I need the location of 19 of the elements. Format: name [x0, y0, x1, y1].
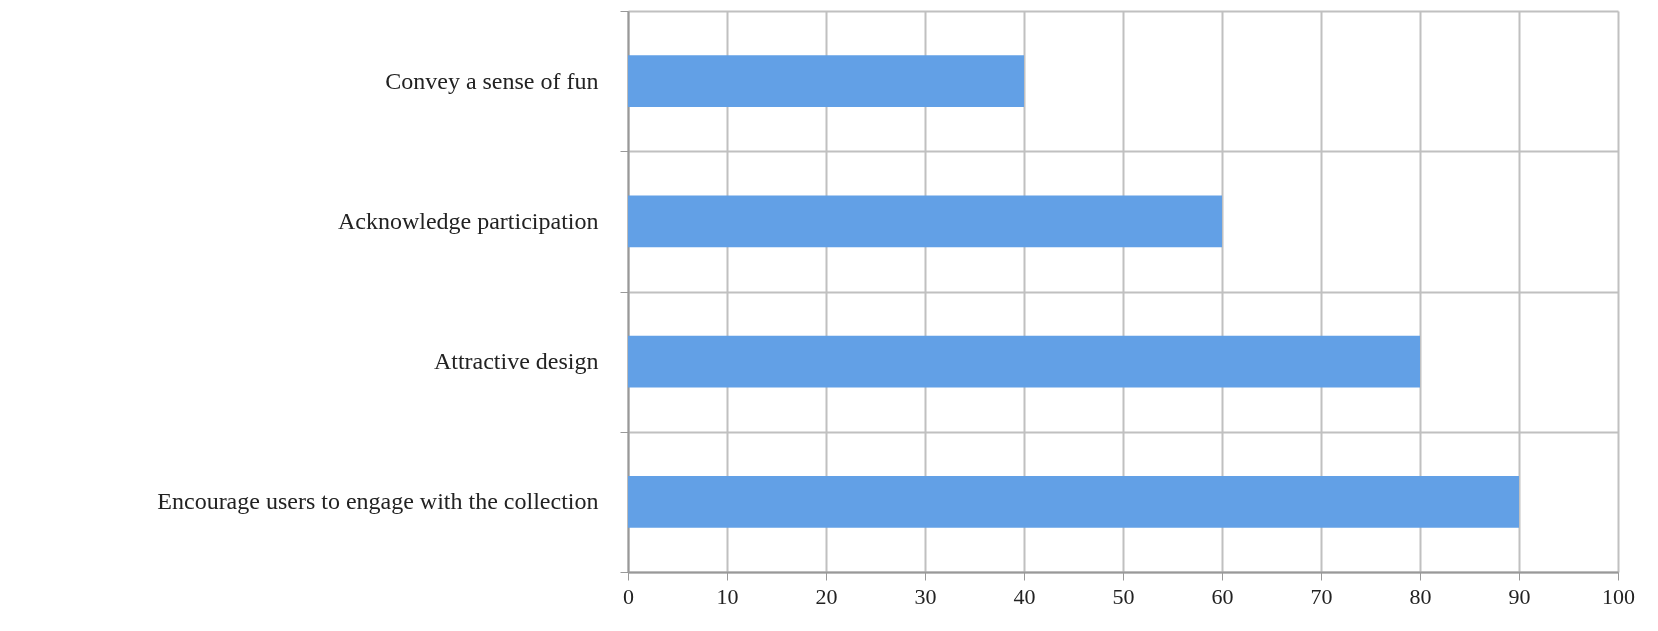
x-tick-label: 100	[1602, 583, 1635, 609]
x-tick-label: 80	[1409, 583, 1432, 609]
bar	[628, 195, 1222, 248]
bar	[628, 55, 1024, 108]
x-tick-label: 50	[1112, 583, 1135, 609]
y-tick-label: Attractive design	[433, 348, 599, 375]
bar	[628, 475, 1519, 528]
x-tick-label: 10	[716, 583, 739, 609]
y-tick-label: Acknowledge participation	[337, 207, 599, 234]
bar	[628, 335, 1420, 388]
x-tick-label: 30	[914, 583, 937, 609]
y-tick-label: Encourage users to engage with the collection	[157, 488, 599, 515]
x-tick-label: 60	[1211, 583, 1234, 609]
x-tick-label: 20	[815, 583, 838, 609]
x-tick-label: 40	[1013, 583, 1036, 609]
y-tick-label: Convey a sense of fun	[385, 67, 599, 94]
x-tick-label: 0	[623, 583, 634, 609]
x-tick-label: 90	[1508, 583, 1531, 609]
x-tick-label: 70	[1310, 583, 1333, 609]
